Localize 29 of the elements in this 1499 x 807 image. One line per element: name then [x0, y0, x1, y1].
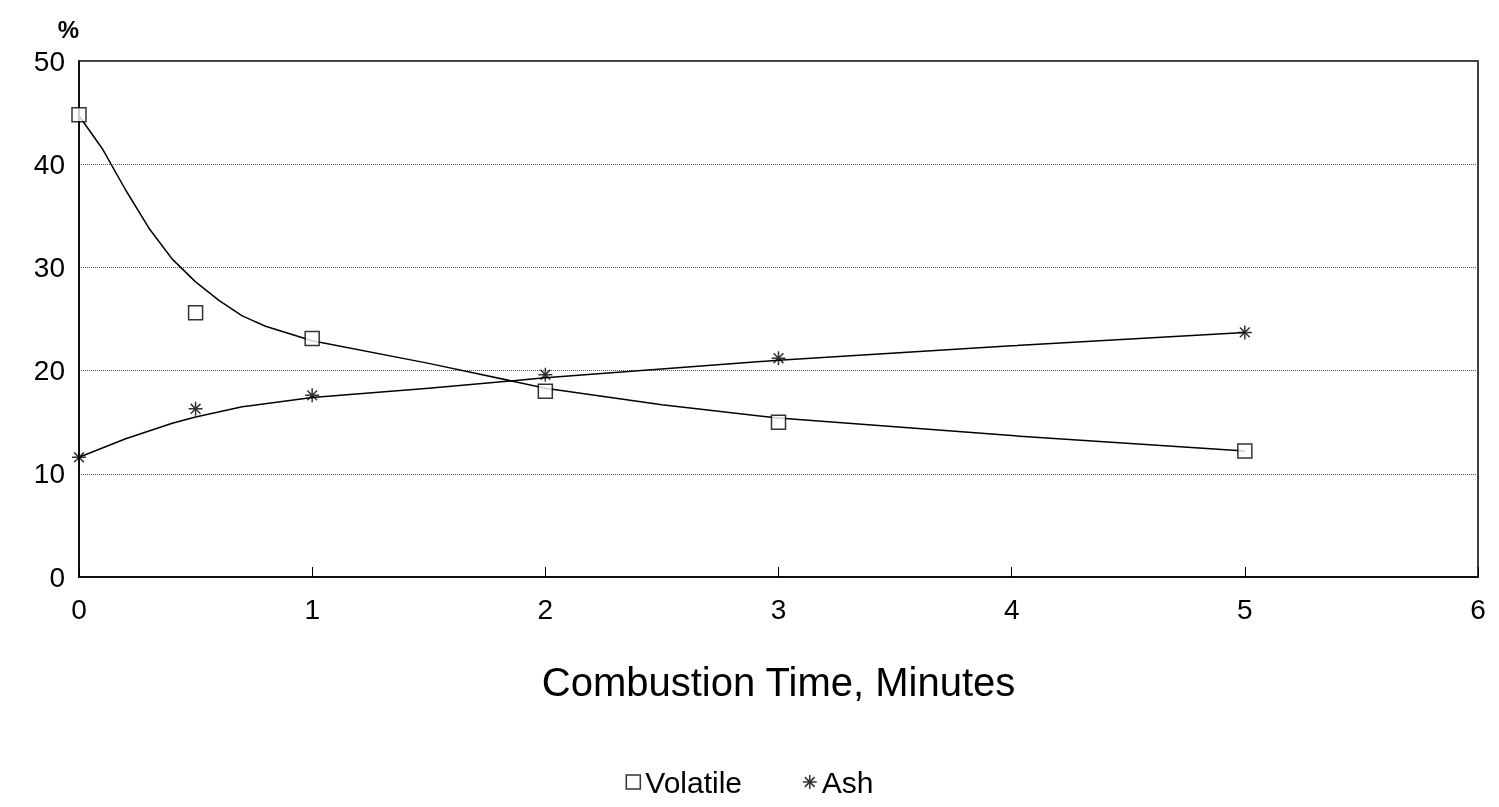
x-tick-label: 6: [1470, 593, 1486, 625]
y-axis-title: %: [57, 15, 79, 43]
point: [1237, 443, 1253, 459]
y-tick-label: 30: [33, 251, 65, 283]
x-tick-label: 0: [71, 593, 87, 625]
point: [1237, 324, 1253, 341]
x-tick-label: 3: [770, 593, 787, 625]
y-tick-label: 40: [33, 148, 65, 180]
y-tick-label: 20: [33, 355, 65, 387]
point: [770, 414, 787, 430]
y-tick-label: 50: [33, 45, 65, 77]
y-tick-label: 10: [33, 458, 65, 490]
point: [187, 401, 204, 417]
legend-label: Ash: [821, 765, 874, 799]
x-tick-label: 1: [304, 593, 320, 625]
point: [187, 305, 204, 321]
point: [304, 330, 320, 347]
x-axis-title: Combustion Time, Minutes: [541, 660, 1016, 704]
x-tick-label: 2: [537, 593, 554, 625]
point: [770, 350, 787, 366]
x-tick-label: 5: [1237, 593, 1253, 625]
point: [537, 383, 554, 399]
y-tick-label: 0: [49, 561, 65, 593]
legend-label: Volatile: [645, 765, 743, 799]
point: [71, 449, 87, 466]
point: [304, 387, 320, 404]
point: [537, 366, 554, 383]
point: [71, 106, 87, 123]
x-tick-label: 4: [1003, 593, 1020, 625]
